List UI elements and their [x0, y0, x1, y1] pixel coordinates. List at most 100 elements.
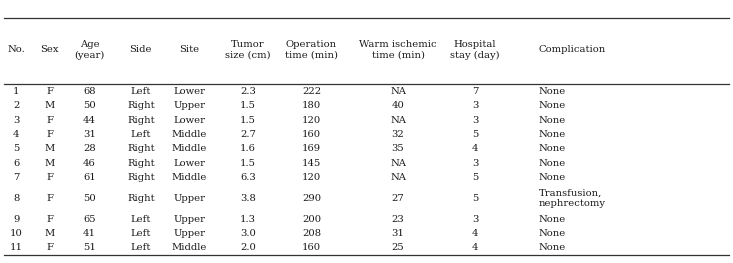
Text: 200: 200	[302, 215, 321, 224]
Text: None: None	[539, 173, 566, 182]
Text: Middle: Middle	[172, 173, 207, 182]
Text: None: None	[539, 215, 566, 224]
Text: 65: 65	[83, 215, 96, 224]
Text: 2.0: 2.0	[240, 244, 256, 252]
Text: None: None	[539, 130, 566, 139]
Text: 5: 5	[13, 144, 19, 153]
Text: Middle: Middle	[172, 244, 207, 252]
Text: F: F	[46, 115, 54, 125]
Text: None: None	[539, 244, 566, 252]
Text: 50: 50	[83, 194, 96, 203]
Text: 40: 40	[391, 101, 405, 110]
Text: Lower: Lower	[173, 159, 205, 168]
Text: 1.6: 1.6	[240, 144, 256, 153]
Text: NA: NA	[390, 87, 406, 96]
Text: F: F	[46, 173, 54, 182]
Text: 290: 290	[302, 194, 321, 203]
Text: Upper: Upper	[173, 101, 205, 110]
Text: 222: 222	[302, 87, 321, 96]
Text: 3.8: 3.8	[240, 194, 256, 203]
Text: Upper: Upper	[173, 215, 205, 224]
Text: M: M	[45, 144, 55, 153]
Text: Lower: Lower	[173, 115, 205, 125]
Text: 25: 25	[391, 244, 405, 252]
Text: 51: 51	[83, 244, 96, 252]
Text: M: M	[45, 159, 55, 168]
Text: F: F	[46, 130, 54, 139]
Text: None: None	[539, 159, 566, 168]
Text: 3: 3	[13, 115, 19, 125]
Text: 6: 6	[13, 159, 19, 168]
Text: 2.3: 2.3	[240, 87, 256, 96]
Text: Right: Right	[127, 159, 155, 168]
Text: 4: 4	[472, 144, 478, 153]
Text: 3: 3	[472, 115, 478, 125]
Text: Left: Left	[130, 130, 151, 139]
Text: Site: Site	[179, 45, 199, 54]
Text: 8: 8	[13, 194, 19, 203]
Text: 120: 120	[302, 173, 321, 182]
Text: Lower: Lower	[173, 87, 205, 96]
Text: 44: 44	[83, 115, 96, 125]
Text: Middle: Middle	[172, 130, 207, 139]
Text: Age
(year): Age (year)	[74, 40, 105, 60]
Text: Hospital
stay (day): Hospital stay (day)	[450, 40, 500, 60]
Text: None: None	[539, 101, 566, 110]
Text: Upper: Upper	[173, 194, 205, 203]
Text: NA: NA	[390, 173, 406, 182]
Text: 3: 3	[472, 159, 478, 168]
Text: Side: Side	[130, 45, 152, 54]
Text: 1.5: 1.5	[240, 159, 256, 168]
Text: Upper: Upper	[173, 229, 205, 238]
Text: Right: Right	[127, 115, 155, 125]
Text: Warm ischemic
time (min): Warm ischemic time (min)	[359, 40, 437, 60]
Text: F: F	[46, 87, 54, 96]
Text: 1.3: 1.3	[240, 215, 256, 224]
Text: 27: 27	[391, 194, 405, 203]
Text: None: None	[539, 115, 566, 125]
Text: 4: 4	[13, 130, 19, 139]
Text: Complication: Complication	[539, 45, 606, 54]
Text: Left: Left	[130, 229, 151, 238]
Text: 35: 35	[391, 144, 405, 153]
Text: 208: 208	[302, 229, 321, 238]
Text: 7: 7	[472, 87, 478, 96]
Text: 1.5: 1.5	[240, 115, 256, 125]
Text: F: F	[46, 194, 54, 203]
Text: Left: Left	[130, 215, 151, 224]
Text: 31: 31	[391, 229, 405, 238]
Text: Right: Right	[127, 194, 155, 203]
Text: 7: 7	[13, 173, 19, 182]
Text: 50: 50	[83, 101, 96, 110]
Text: 23: 23	[391, 215, 405, 224]
Text: None: None	[539, 144, 566, 153]
Text: 160: 160	[302, 244, 321, 252]
Text: Transfusion,
nephrectomy: Transfusion, nephrectomy	[539, 189, 605, 208]
Text: F: F	[46, 244, 54, 252]
Text: No.: No.	[7, 45, 25, 54]
Text: 3.0: 3.0	[240, 229, 256, 238]
Text: 4: 4	[472, 229, 478, 238]
Text: 2.7: 2.7	[240, 130, 256, 139]
Text: None: None	[539, 87, 566, 96]
Text: Operation
time (min): Operation time (min)	[285, 40, 338, 60]
Text: 61: 61	[83, 173, 96, 182]
Text: 5: 5	[472, 194, 478, 203]
Text: NA: NA	[390, 159, 406, 168]
Text: 6.3: 6.3	[240, 173, 256, 182]
Text: 11: 11	[10, 244, 23, 252]
Text: Sex: Sex	[40, 45, 59, 54]
Text: 160: 160	[302, 130, 321, 139]
Text: 169: 169	[302, 144, 321, 153]
Text: 5: 5	[472, 173, 478, 182]
Text: Middle: Middle	[172, 144, 207, 153]
Text: 4: 4	[472, 244, 478, 252]
Text: 180: 180	[302, 101, 321, 110]
Text: 145: 145	[302, 159, 321, 168]
Text: 3: 3	[472, 215, 478, 224]
Text: M: M	[45, 101, 55, 110]
Text: F: F	[46, 215, 54, 224]
Text: M: M	[45, 229, 55, 238]
Text: Tumor
size (cm): Tumor size (cm)	[225, 40, 270, 60]
Text: 41: 41	[83, 229, 96, 238]
